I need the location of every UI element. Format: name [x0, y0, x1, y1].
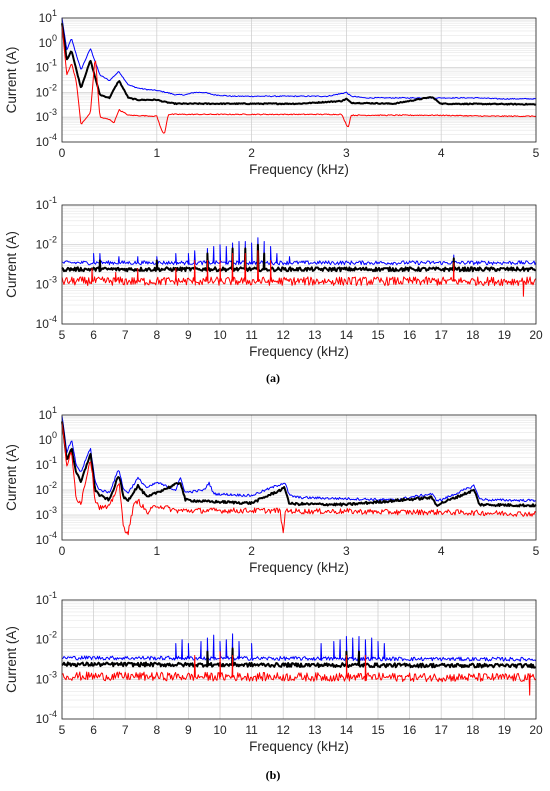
- y-tick-label: 10-3: [36, 505, 57, 522]
- y-tick-label: 10-1: [36, 58, 57, 75]
- x-tick-label: 18: [466, 328, 480, 342]
- x-tick-label: 5: [59, 723, 66, 737]
- x-tick-label: 15: [371, 328, 385, 342]
- y-tick-label: 10-4: [36, 314, 57, 331]
- axes-frame: [61, 599, 537, 720]
- x-tick-label: 11: [245, 328, 258, 342]
- series-line-red: [61, 651, 537, 696]
- x-tick-label: 6: [90, 723, 97, 737]
- y-tick-label: 10-2: [36, 82, 57, 99]
- y-tick-label: 10-4: [36, 132, 57, 149]
- series-line-black: [61, 647, 536, 669]
- x-tick-label: 18: [466, 723, 480, 737]
- x-tick-label: 8: [153, 328, 160, 342]
- x-tick-label: 0: [59, 544, 66, 558]
- x-tick-label: 17: [435, 328, 449, 342]
- x-tick-label: 12: [277, 328, 291, 342]
- x-tick-label: 0: [59, 146, 66, 160]
- x-tick-label: 16: [403, 328, 417, 342]
- x-tick-label: 3: [343, 146, 350, 160]
- x-tick-label: 1: [153, 544, 160, 558]
- series-line-red: [61, 25, 537, 134]
- axes-frame: [61, 204, 537, 325]
- chart-panel-b-high: 10-4 10-3 10-2 10-1 5 6 7 8 9 10 11 12 13 14 15 16 17 18 1…: [4, 590, 543, 754]
- y-axis-label: Current (A): [4, 444, 19, 511]
- axes-frame: [61, 414, 537, 541]
- x-axis-label: Frequency (kHz): [249, 344, 349, 359]
- series-line-black: [61, 421, 537, 508]
- y-axis-label: Current (A): [4, 626, 19, 693]
- series-line-red: [61, 250, 537, 297]
- y-tick-label: 100: [39, 33, 57, 50]
- x-tick-label: 7: [122, 723, 129, 737]
- x-tick-label: 17: [435, 723, 449, 737]
- x-tick-label: 4: [438, 146, 445, 160]
- y-tick-label: 101: [39, 8, 57, 25]
- caption-a: (a): [266, 371, 280, 385]
- chart-panel-a-high: 10-4 10-3 10-2 10-1 5 6 7 8 9 10 11 12 13 14 15 16 17 18 1…: [4, 195, 543, 359]
- x-tick-label: 7: [122, 328, 129, 342]
- x-tick-label: 20: [529, 723, 543, 737]
- series-line-blue: [61, 415, 537, 502]
- series-line-blue: [61, 17, 537, 100]
- y-tick-label: 10-4: [36, 709, 57, 726]
- y-tick-label: 10-1: [36, 455, 57, 472]
- x-tick-label: 3: [343, 544, 350, 558]
- x-tick-label: 10: [213, 723, 227, 737]
- x-tick-label: 5: [533, 146, 540, 160]
- y-tick-label: 10-4: [36, 530, 57, 547]
- x-tick-label: 4: [438, 544, 445, 558]
- series-line-red: [61, 422, 537, 536]
- y-axis-label: Current (A): [4, 47, 19, 114]
- series-line-black: [61, 23, 537, 106]
- y-tick-label: 10-3: [36, 274, 57, 291]
- x-tick-label: 16: [403, 723, 417, 737]
- axes-frame: [61, 17, 537, 143]
- x-axis-label: Frequency (kHz): [249, 739, 349, 754]
- y-tick-label: 101: [39, 405, 57, 422]
- x-tick-label: 20: [529, 328, 543, 342]
- x-tick-label: 2: [248, 544, 255, 558]
- x-tick-label: 13: [308, 723, 322, 737]
- x-tick-label: 10: [213, 328, 227, 342]
- x-tick-label: 5: [533, 544, 540, 558]
- x-tick-label: 19: [498, 723, 512, 737]
- x-tick-label: 14: [340, 723, 354, 737]
- x-tick-label: 14: [340, 328, 354, 342]
- x-axis-label: Frequency (kHz): [249, 560, 349, 575]
- y-tick-label: 10-1: [36, 590, 57, 607]
- y-tick-label: 10-2: [36, 235, 57, 252]
- x-tick-label: 8: [153, 723, 160, 737]
- y-axis-label: Current (A): [4, 231, 19, 298]
- caption-b: (b): [266, 768, 281, 782]
- y-tick-label: 10-3: [36, 669, 57, 686]
- y-tick-label: 100: [39, 430, 57, 447]
- x-tick-label: 5: [59, 328, 66, 342]
- x-tick-label: 6: [90, 328, 97, 342]
- x-tick-label: 1: [153, 146, 160, 160]
- x-tick-label: 19: [498, 328, 512, 342]
- series-line-blue: [61, 633, 537, 662]
- x-tick-label: 9: [185, 328, 192, 342]
- x-axis-label: Frequency (kHz): [249, 162, 349, 177]
- x-tick-label: 2: [248, 146, 255, 160]
- x-tick-label: 13: [308, 328, 322, 342]
- series-line-blue: [61, 237, 537, 266]
- y-tick-label: 10-1: [36, 195, 57, 212]
- x-tick-label: 9: [185, 723, 192, 737]
- x-tick-label: 12: [277, 723, 291, 737]
- x-tick-label: 11: [245, 723, 258, 737]
- y-tick-label: 10-2: [36, 630, 57, 647]
- y-tick-label: 10-2: [36, 480, 57, 497]
- y-tick-label: 10-3: [36, 107, 57, 124]
- x-tick-label: 15: [371, 723, 385, 737]
